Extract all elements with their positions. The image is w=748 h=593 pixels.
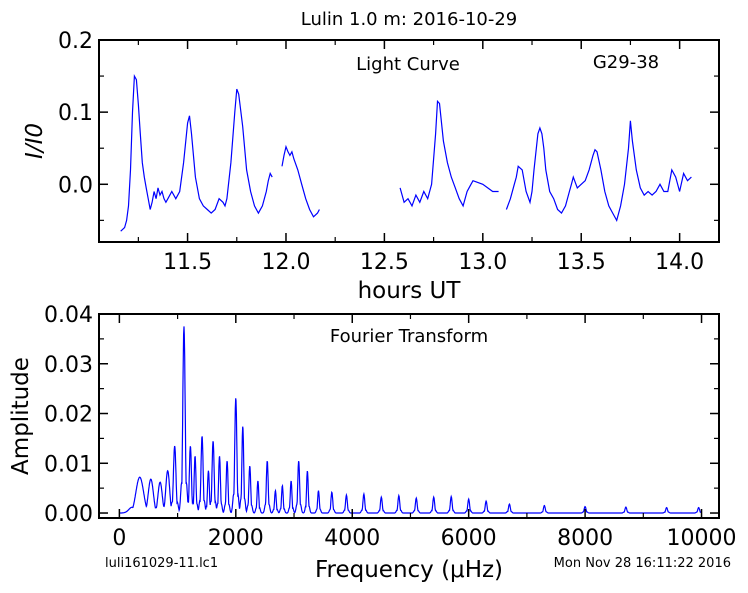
fourier-x-tick-labels: 0 2000 4000 6000 8000 10000 xyxy=(112,526,736,551)
fourier-x-tick-label: 6000 xyxy=(441,526,497,551)
fourier-x-axis-title: Frequency (μHz) xyxy=(315,557,503,583)
light-curve-annotation: Light Curve xyxy=(356,54,460,75)
fourier-panel: 0 2000 4000 6000 8000 10000 0.000.010.020.030… xyxy=(8,303,737,583)
figure-title: Lulin 1.0 m: 2016-10-29 xyxy=(301,9,518,30)
fourier-y-tick-label: 0.00 xyxy=(44,502,93,527)
light-curve-x-tick-label: 12.5 xyxy=(360,250,409,275)
light-curve-y-tick-labels: 0.0 0.1 0.2 xyxy=(58,29,93,198)
light-curve-x-axis-title: hours UT xyxy=(358,278,462,304)
fourier-y-tick-label: 0.03 xyxy=(44,353,93,378)
light-curve-x-tick-label: 12.0 xyxy=(261,250,310,275)
light-curve-panel: 11.5 12.0 12.5 13.0 13.5 14.0 0.0 0.1 0.2 Light… xyxy=(22,29,720,304)
fourier-series-group xyxy=(119,326,702,514)
light-curve-series-group xyxy=(120,73,692,232)
timestamp-label: Mon Nov 28 16:11:22 2016 xyxy=(554,556,731,571)
light-curve-line xyxy=(120,73,273,232)
fourier-y-tick-label: 0.01 xyxy=(44,452,93,477)
object-label: G29-38 xyxy=(593,52,659,73)
fourier-x-tick-label: 4000 xyxy=(324,526,380,551)
file-label: luli161029-11.lc1 xyxy=(105,556,218,571)
fourier-y-tick-label: 0.04 xyxy=(44,303,93,328)
fourier-y-tick-label: 0.02 xyxy=(44,403,93,428)
light-curve-y-tick-label: 0.0 xyxy=(58,173,93,198)
light-curve-line xyxy=(281,144,320,218)
fourier-y-axis-title: Amplitude xyxy=(8,357,34,475)
light-curve-x-tick-label: 13.5 xyxy=(557,250,606,275)
fourier-y-tick-labels: 0.00 0.01 0.02 0.03 0.04 xyxy=(44,303,93,527)
fourier-x-tick-label: 10000 xyxy=(667,526,737,551)
fourier-frame xyxy=(98,313,720,519)
light-curve-x-tick-label: 14.0 xyxy=(655,250,704,275)
light-curve-x-tick-label: 11.5 xyxy=(163,250,212,275)
fourier-x-tick-label: 2000 xyxy=(208,526,264,551)
light-curve-y-tick-label: 0.2 xyxy=(58,29,93,54)
light-curve-line xyxy=(399,99,499,208)
fourier-amplitude-line xyxy=(119,326,702,514)
light-curve-x-tick-labels: 11.5 12.0 12.5 13.0 13.5 14.0 xyxy=(163,250,704,275)
light-curve-frame xyxy=(98,39,720,243)
light-curve-x-tick-label: 13.0 xyxy=(458,250,507,275)
fourier-x-tick-label: 8000 xyxy=(557,526,613,551)
light-curve-y-tick-label: 0.1 xyxy=(58,101,93,126)
light-curve-y-axis-title: I/I0 xyxy=(22,123,48,159)
light-curve-line xyxy=(505,120,692,222)
fourier-x-tick-label: 0 xyxy=(112,526,126,551)
fourier-annotation: Fourier Transform xyxy=(330,326,488,347)
